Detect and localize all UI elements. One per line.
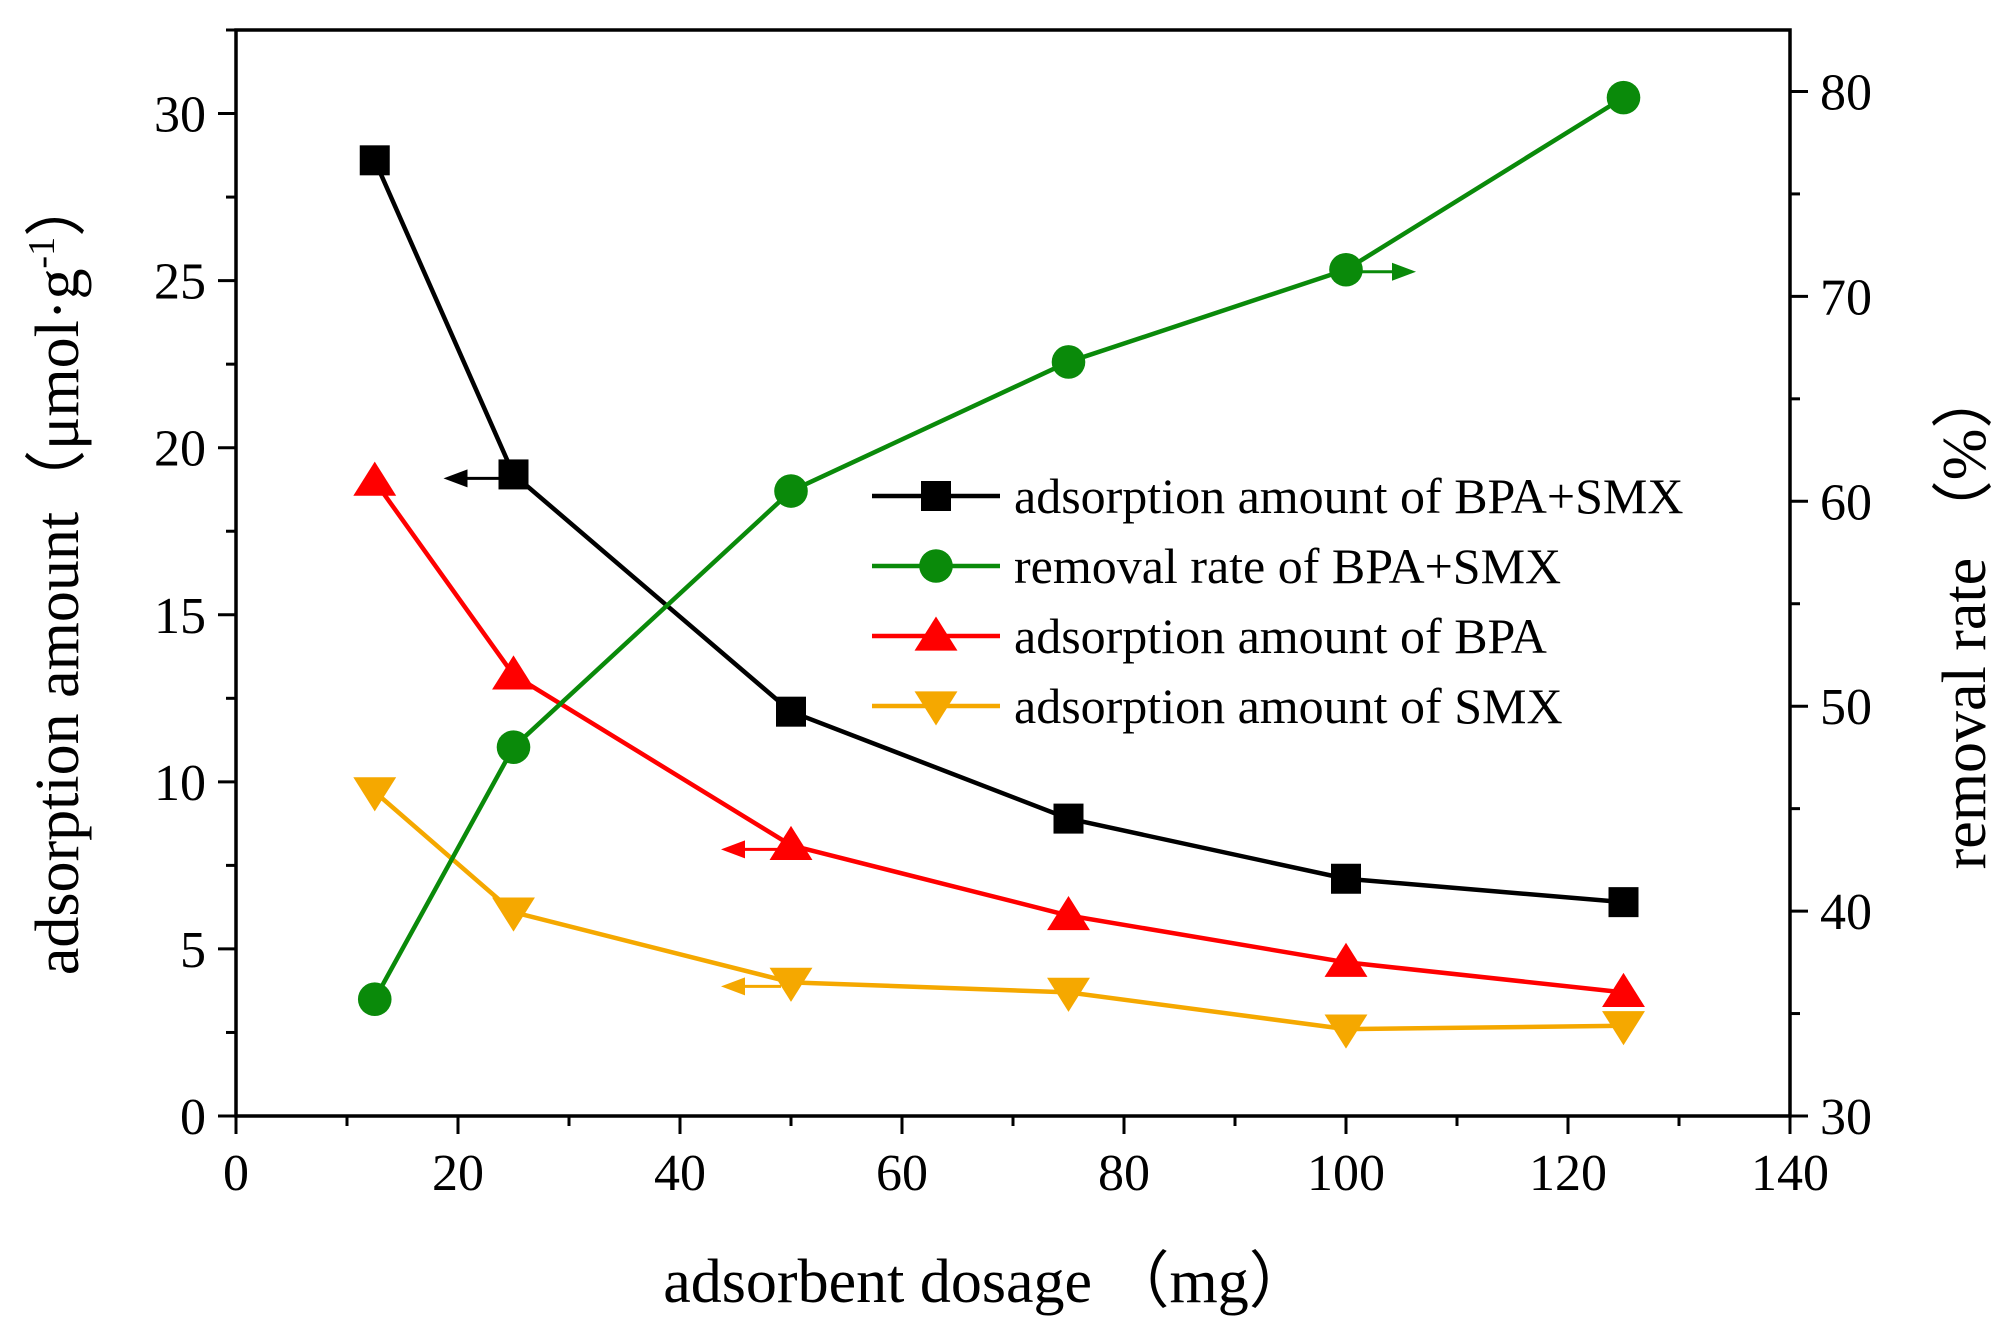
data-point [359,145,390,176]
data-point [1047,977,1090,1012]
legend-marker [921,481,951,511]
data-point [1324,1014,1368,1049]
series-3 [353,461,1645,1007]
data-point [769,825,813,860]
data-point [774,474,808,508]
data-point [1602,972,1645,1007]
series-line [372,95,1625,1001]
data-point [1324,942,1368,977]
data-point [1053,803,1084,834]
legend-marker [914,691,958,726]
y2-tick-label: 40 [1820,884,1872,941]
axes-layer: 0 20 40 60 80 100 120 140 0 5 10 15 20 25 30 30 40 50 60 70… [154,28,1872,1202]
x-tick-label: 0 [223,1145,249,1202]
x-tick-label: 40 [654,1145,706,1202]
series-1 [359,145,1639,918]
data-point [492,897,535,932]
data-point [353,461,397,496]
series-4 [353,777,1645,1049]
y-tick-label: 30 [154,87,206,144]
x-tick-label: 80 [1098,1145,1150,1202]
legend-marker [914,616,958,651]
data-point [769,967,813,1002]
y-tick-label: 5 [180,922,206,979]
legend-label: removal rate of BPA+SMX [1014,538,1561,594]
y-tick-label: 0 [180,1089,206,1146]
data-point [498,459,529,490]
series-line [372,479,1624,995]
y2-tick-label: 80 [1820,64,1872,121]
axis-arrow [721,840,781,859]
y-axis-title-close: ） [24,175,92,237]
data-point [1602,1011,1645,1046]
y2-tick-label: 50 [1820,679,1872,736]
x-tick-label: 120 [1529,1145,1607,1202]
y2-axis-title: removal rate （%） [1931,367,1999,870]
y2-tick-label: 30 [1820,1089,1872,1146]
series-line [372,159,1624,905]
data-point [1606,80,1641,115]
data-point [1608,887,1639,918]
axis-arrow [443,469,504,488]
axis-arrow [721,977,781,996]
data-point [1051,345,1086,379]
arrow-head [443,469,468,488]
series-2 [357,80,1641,1017]
y-tick-label: 20 [154,421,206,478]
legend-label: adsorption amount of BPA+SMX [1014,468,1683,524]
legend-label: adsorption amount of BPA [1014,608,1547,664]
y2-tick-label: 70 [1820,269,1872,326]
data-point [492,655,535,690]
data-point [776,696,806,727]
data-point [1331,863,1361,894]
arrow-head [721,977,745,996]
x-tick-label: 100 [1307,1145,1385,1202]
x-axis-title: adsorbent dosage （mg） [663,1248,1310,1316]
series-line [373,790,1624,1032]
data-point [1047,896,1090,931]
y-axis-title-main: adsorption amount（μmol·g [24,269,92,976]
series-layer [353,80,1645,1049]
axis-arrow [1356,262,1416,281]
legend-marker [919,549,953,583]
x-tick-label: 60 [876,1145,928,1202]
y-tick-label: 15 [154,588,206,645]
legend-item-1: adsorption amount of BPA+SMX [872,468,1683,524]
data-point [353,777,397,812]
y2-tick-label: 60 [1820,474,1872,531]
y-axis-title-sup: -1 [21,237,63,269]
legend-label: adsorption amount of SMX [1014,678,1563,734]
y-tick-label: 25 [154,254,206,311]
data-point [357,982,392,1017]
legend: adsorption amount of BPA+SMX removal rate… [872,468,1683,734]
legend-item-2: removal rate of BPA+SMX [872,538,1561,594]
arrow-head [1392,262,1416,281]
legend-item-3: adsorption amount of BPA [872,608,1547,664]
y-axis-title: adsorption amount（μmol·g-1） [21,175,92,975]
data-point [496,730,531,764]
x-tick-label: 20 [432,1145,484,1202]
x-tick-label: 140 [1751,1145,1829,1202]
data-point [1329,252,1363,287]
arrow-head [721,840,745,859]
y-tick-label: 10 [154,755,206,812]
legend-item-4: adsorption amount of SMX [872,678,1563,734]
